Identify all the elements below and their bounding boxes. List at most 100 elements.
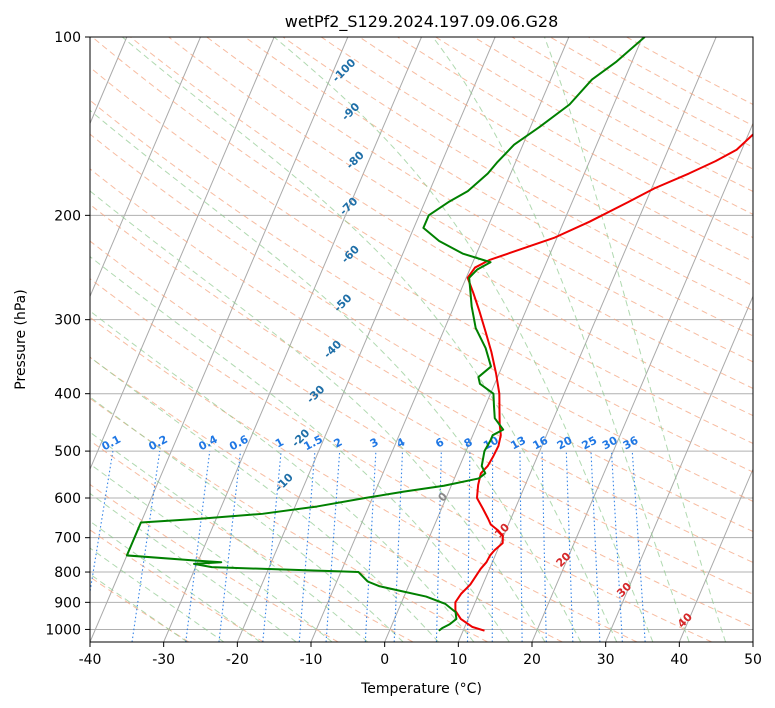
x-tick-label: -30 [152, 652, 175, 668]
x-tick-label: -10 [300, 652, 323, 668]
mixing-ratio-label: 4 [394, 435, 407, 450]
dry-adiabat-line [168, 37, 753, 389]
plot-frame [89, 36, 754, 643]
dry-adiabat-line [90, 529, 264, 642]
mixing-ratio-label: 13 [508, 434, 528, 453]
moist-adiabat-label: 40 [675, 610, 695, 630]
mixing-ratio-label: 8 [462, 435, 475, 450]
dry-adiabat-line [130, 37, 753, 417]
dry-adiabat-label: -40 [321, 338, 344, 361]
dry-adiabat-line [90, 356, 563, 642]
dry-adiabat-line [90, 66, 753, 473]
y-axis-label: Pressure (hPa) [13, 289, 29, 389]
y-tick-label: 1000 [45, 622, 81, 638]
dry-adiabat-line [90, 316, 638, 642]
x-tick-label: 20 [523, 652, 541, 668]
mixing-ratio-label: 25 [580, 434, 600, 453]
mixing-ratio-line [185, 451, 211, 642]
mixing-ratio-line [565, 451, 574, 642]
x-tick-label: 40 [670, 652, 688, 668]
mixing-ratio-line [631, 451, 646, 642]
dry-adiabat-line [90, 397, 488, 642]
dry-adiabat-line [282, 37, 753, 312]
axes: -40 -30 -20 -10 0 10 20 30 40 5010020030040050060… [45, 30, 762, 668]
mixing-ratio-line [218, 451, 242, 642]
moist-adiabat-line [90, 520, 261, 642]
isotherm-line [752, 640, 753, 642]
mixing-ratio-label: 3 [368, 435, 381, 450]
x-tick-label: 30 [597, 652, 615, 668]
x-tick-label: 10 [449, 652, 467, 668]
dry-adiabat-label: -80 [344, 148, 367, 171]
y-tick-label: 600 [54, 491, 81, 507]
dry-adiabat-line [206, 37, 753, 363]
temperature-profile-line [454, 133, 753, 632]
dry-adiabat-line [90, 440, 414, 642]
dry-adiabat-label: -50 [331, 291, 354, 314]
moist-adiabat-line [90, 492, 297, 642]
mixing-ratio-line [590, 451, 601, 642]
mixing-ratio-label: 16 [531, 434, 551, 453]
x-axis-label: Temperature (°C) [360, 681, 482, 697]
moist-adiabat-line [90, 396, 404, 642]
mixing-ratio-line [298, 451, 316, 642]
mixing-ratio-line [610, 451, 623, 642]
mixing-ratio-line [90, 451, 114, 596]
dry-adiabat-label: -90 [339, 100, 362, 123]
mixing-ratio-label: 0.1 [100, 433, 123, 454]
dry-adiabat-label: -10 [273, 470, 296, 493]
dry-adiabat-line [90, 99, 753, 502]
dry-adiabat-line [511, 37, 753, 170]
isotherm-line [90, 37, 201, 298]
mixing-ratio-label: 36 [621, 434, 641, 453]
dry-adiabat-label: -70 [337, 194, 360, 217]
mixing-ratio-label: 6 [433, 435, 446, 450]
isotherm-line [384, 37, 643, 642]
moist-adiabat-line [90, 547, 225, 642]
moist-adiabat-line [432, 37, 690, 642]
x-tick-label: -40 [79, 652, 102, 668]
mixing-ratio-label: 20 [555, 434, 575, 453]
mixing-ratio-label: 30 [600, 434, 620, 453]
isotherm-line [605, 295, 753, 642]
mixing-ratio-label: 2 [332, 435, 345, 450]
mixing-ratio-line [435, 451, 442, 642]
dry-adiabat-label: -60 [339, 242, 362, 265]
moist-adiabat-line [90, 255, 510, 642]
dry-adiabat-line [359, 37, 753, 262]
x-tick-label: -20 [226, 652, 249, 668]
isotherm-line [163, 37, 422, 642]
dry-adiabat-line [90, 203, 753, 595]
moist-adiabat-line [90, 310, 475, 642]
mixing-ratio-label: 1 [273, 435, 286, 450]
y-tick-label: 300 [54, 313, 81, 329]
dry-adiabat-line [90, 133, 753, 533]
dry-adiabat-line [90, 278, 712, 642]
moist-adiabat-line [90, 190, 546, 642]
chart-title: wetPf2_S129.2024.197.09.06.G28 [285, 12, 559, 32]
moist-adiabat-line [90, 431, 368, 642]
moist-adiabat-line [90, 463, 333, 642]
dry-adiabat-line [588, 37, 753, 127]
dry-adiabat-line [435, 37, 753, 215]
isotherm-line [678, 467, 753, 642]
moist-adiabat-line [90, 356, 439, 642]
x-tick-label: 0 [380, 652, 389, 668]
y-tick-label: 700 [54, 531, 81, 547]
mixing-ratio-label: 0.2 [146, 433, 169, 454]
dry-adiabat-line [244, 37, 753, 337]
dry-adiabat-line [90, 240, 753, 628]
moist-adiabat-line [273, 37, 654, 642]
y-tick-label: 800 [54, 565, 81, 581]
isotherm-line [457, 37, 717, 642]
mixing-ratio-line [519, 451, 523, 642]
y-tick-label: 200 [54, 208, 81, 224]
profile-lines [125, 37, 753, 632]
x-tick-label: 50 [744, 652, 762, 668]
dry-adiabat-line [90, 483, 339, 642]
background-lines [90, 37, 753, 642]
y-tick-label: 400 [54, 387, 81, 403]
y-tick-label: 500 [54, 444, 81, 460]
